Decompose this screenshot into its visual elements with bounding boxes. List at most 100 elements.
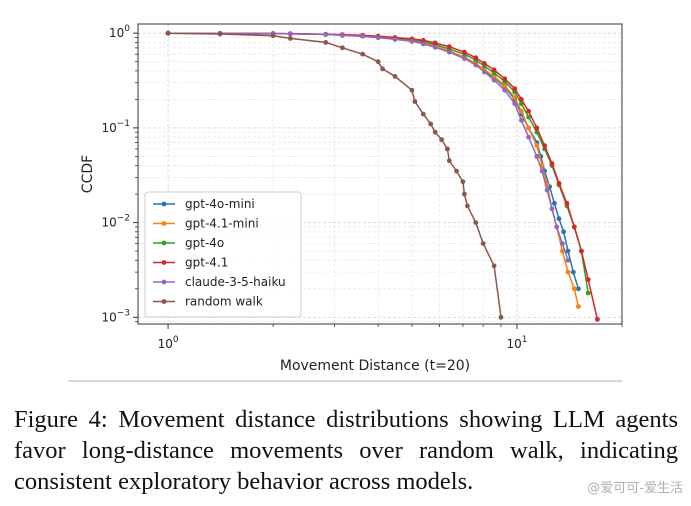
legend-swatch-marker bbox=[161, 240, 167, 246]
data-point bbox=[420, 41, 426, 47]
legend-box bbox=[144, 191, 302, 318]
series-lines bbox=[165, 30, 600, 322]
legend-swatch-marker bbox=[161, 279, 167, 285]
data-point bbox=[420, 38, 426, 43]
data-point bbox=[412, 99, 418, 104]
data-point bbox=[539, 168, 545, 174]
data-point bbox=[462, 49, 467, 55]
data-point bbox=[549, 161, 555, 167]
ccdf-chart: 100 101 100 10−1 10−2 10−3 Movement Distance … bbox=[68, 23, 623, 382]
data-point bbox=[560, 241, 565, 247]
data-point bbox=[512, 101, 518, 107]
data-point bbox=[480, 241, 486, 247]
data-point bbox=[409, 87, 415, 93]
watermark: @爱可可-爱生活 bbox=[587, 481, 683, 496]
data-point bbox=[534, 143, 540, 149]
data-point bbox=[554, 224, 560, 230]
data-point bbox=[445, 146, 450, 152]
data-point bbox=[552, 200, 557, 206]
data-point bbox=[565, 269, 571, 275]
data-point bbox=[432, 44, 438, 50]
data-point bbox=[512, 86, 518, 91]
data-point bbox=[556, 216, 562, 222]
data-point bbox=[576, 304, 581, 309]
data-point bbox=[428, 121, 434, 127]
data-point bbox=[165, 30, 171, 36]
plot-frame bbox=[137, 23, 623, 325]
data-point bbox=[595, 317, 600, 322]
data-point bbox=[491, 67, 497, 73]
y-tick-label: 10−3 bbox=[101, 308, 130, 324]
figure-caption: Figure 4: Movement distance distribution… bbox=[14, 406, 678, 495]
data-point bbox=[360, 33, 365, 39]
x-tick-label: 101 bbox=[506, 335, 527, 351]
data-point bbox=[564, 200, 570, 206]
data-point bbox=[375, 35, 381, 40]
data-point bbox=[454, 168, 459, 174]
data-point bbox=[491, 77, 497, 83]
data-point bbox=[409, 38, 415, 44]
data-point bbox=[481, 69, 487, 75]
y-axis-label: CCDF bbox=[80, 155, 96, 193]
data-point bbox=[340, 32, 345, 38]
data-point bbox=[420, 111, 426, 117]
data-point bbox=[473, 220, 479, 226]
data-point bbox=[473, 55, 479, 61]
legend-label: gpt-4.1 bbox=[185, 256, 228, 270]
data-point bbox=[519, 118, 524, 123]
data-point bbox=[526, 125, 531, 131]
legend-label: gpt-4o bbox=[185, 236, 224, 250]
data-point bbox=[502, 83, 508, 88]
data-point bbox=[323, 32, 329, 37]
legend-label: gpt-4.1-mini bbox=[185, 217, 259, 231]
data-point bbox=[561, 229, 566, 235]
data-point bbox=[446, 49, 452, 55]
data-point bbox=[542, 143, 547, 149]
data-point bbox=[481, 61, 487, 66]
data-point bbox=[556, 180, 562, 186]
data-point bbox=[460, 179, 466, 185]
data-point bbox=[360, 51, 365, 57]
data-point bbox=[519, 97, 524, 102]
legend-swatch-marker bbox=[161, 201, 167, 207]
data-point bbox=[534, 154, 540, 159]
data-point bbox=[432, 129, 438, 135]
data-point bbox=[571, 286, 577, 292]
data-point bbox=[432, 40, 438, 46]
data-point bbox=[270, 33, 276, 39]
data-point bbox=[465, 203, 470, 209]
data-point bbox=[560, 248, 565, 254]
data-point bbox=[380, 66, 385, 72]
data-point bbox=[473, 62, 479, 68]
legend-swatch-marker bbox=[161, 299, 167, 304]
data-point bbox=[446, 158, 452, 164]
data-point bbox=[526, 134, 531, 140]
x-axis-label: Movement Distance (t=20) bbox=[280, 358, 470, 374]
data-point bbox=[526, 108, 531, 114]
data-point bbox=[439, 137, 444, 143]
series-random-walk bbox=[165, 30, 504, 320]
data-point bbox=[491, 263, 497, 269]
legend: gpt-4o-mini gpt-4.1-mini gpt-4o gpt-4.1 clau… bbox=[144, 191, 302, 318]
legend-label: claude-3-5-haiku bbox=[185, 275, 286, 289]
data-point bbox=[340, 45, 345, 51]
y-tick-label: 10−1 bbox=[101, 119, 130, 135]
data-point bbox=[544, 187, 550, 193]
data-point bbox=[502, 87, 508, 93]
y-tick-label: 10−2 bbox=[101, 214, 130, 230]
data-point bbox=[217, 31, 223, 37]
series-claude-3-5-haiku bbox=[165, 30, 571, 263]
data-point bbox=[512, 95, 518, 100]
y-tick-label: 100 bbox=[109, 24, 130, 40]
data-point bbox=[462, 56, 467, 61]
data-point bbox=[576, 286, 581, 292]
data-point bbox=[526, 114, 531, 120]
data-point bbox=[287, 31, 293, 37]
data-point bbox=[585, 277, 591, 282]
data-point bbox=[392, 37, 398, 42]
legend-swatch-marker bbox=[161, 221, 167, 226]
data-point bbox=[323, 40, 329, 45]
data-point bbox=[446, 44, 452, 50]
data-point bbox=[534, 125, 540, 131]
legend-swatch-marker bbox=[161, 260, 167, 265]
